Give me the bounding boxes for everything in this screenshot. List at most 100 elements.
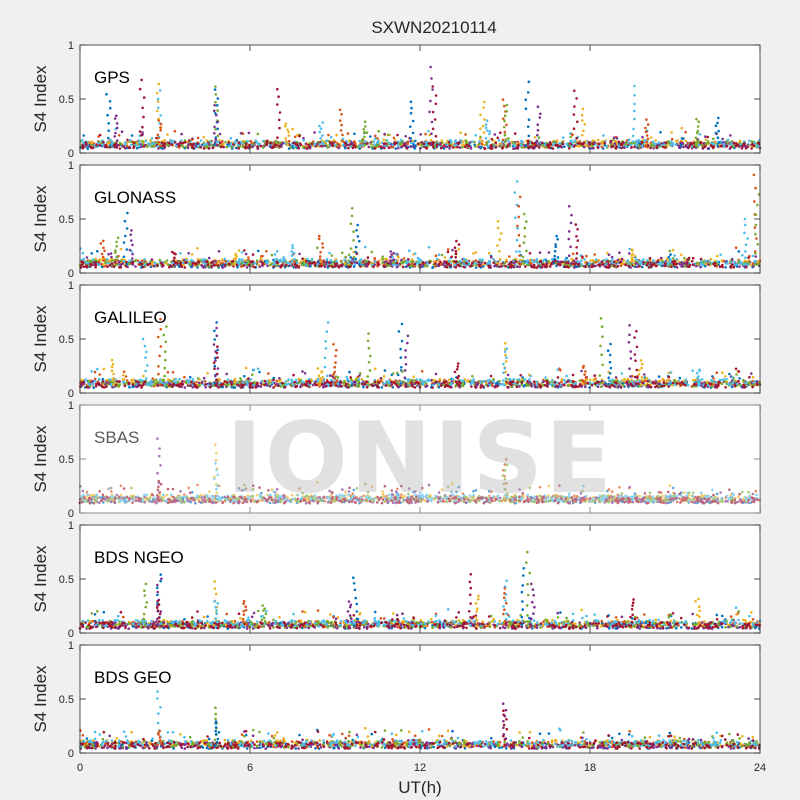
data-point xyxy=(601,142,604,146)
data-point xyxy=(751,375,755,379)
spike-point xyxy=(109,106,112,110)
data-point xyxy=(657,141,661,144)
spike-point xyxy=(410,106,413,110)
data-point xyxy=(686,265,689,268)
spike-point xyxy=(454,252,458,256)
data-point xyxy=(244,142,248,146)
data-point xyxy=(179,252,182,255)
spike-point xyxy=(128,248,132,252)
data-point xyxy=(602,134,605,137)
data-point xyxy=(124,147,127,150)
data-point xyxy=(301,257,304,261)
data-point xyxy=(692,263,695,267)
data-point xyxy=(713,261,717,265)
spike-point xyxy=(714,124,718,127)
data-point xyxy=(729,266,733,269)
spike-point xyxy=(503,130,507,134)
data-point xyxy=(366,256,370,259)
data-point xyxy=(654,139,657,142)
data-point xyxy=(478,140,481,143)
spike-point xyxy=(409,137,413,140)
data-point xyxy=(661,377,664,381)
data-point xyxy=(265,141,269,144)
spike-point xyxy=(318,234,321,238)
data-point xyxy=(670,137,674,141)
spike-point xyxy=(505,103,509,107)
spike-point xyxy=(158,89,162,92)
data-point xyxy=(471,261,474,265)
data-point xyxy=(587,141,591,144)
spike-point xyxy=(632,263,636,267)
data-point xyxy=(462,143,465,147)
data-point xyxy=(520,146,523,149)
data-point xyxy=(310,257,314,261)
data-point xyxy=(228,144,231,148)
spike-point xyxy=(570,213,573,217)
spike-point xyxy=(115,114,118,118)
spike-point xyxy=(516,226,519,230)
data-point xyxy=(664,141,668,145)
spike-point xyxy=(290,254,294,257)
spike-point xyxy=(107,136,110,140)
data-point xyxy=(420,141,423,144)
data-point xyxy=(619,264,623,268)
data-point xyxy=(373,143,377,146)
data-point xyxy=(464,133,467,136)
data-point xyxy=(206,260,209,264)
spike-point xyxy=(482,106,485,109)
data-point xyxy=(472,252,475,255)
data-point xyxy=(678,376,682,380)
data-point xyxy=(725,144,729,148)
spike-point xyxy=(142,145,146,148)
data-point xyxy=(409,141,413,145)
data-point xyxy=(487,261,491,264)
data-point xyxy=(570,145,574,148)
data-point xyxy=(395,261,399,265)
data-point xyxy=(447,378,451,382)
data-point xyxy=(459,263,463,266)
data-point xyxy=(719,253,722,256)
data-point xyxy=(512,143,515,146)
data-point xyxy=(143,263,146,266)
y-tick-label: 0.5 xyxy=(59,214,74,226)
data-point xyxy=(642,261,645,264)
data-point xyxy=(561,136,565,139)
data-point xyxy=(259,257,262,261)
data-point xyxy=(535,257,539,261)
spike-point xyxy=(744,243,748,246)
data-point xyxy=(699,265,702,269)
data-point xyxy=(219,141,222,145)
data-point xyxy=(643,139,647,142)
data-point xyxy=(448,144,452,148)
data-point xyxy=(117,134,121,137)
data-point xyxy=(699,262,703,266)
data-point xyxy=(293,145,296,148)
data-point xyxy=(668,249,672,253)
data-point xyxy=(546,143,549,147)
data-point xyxy=(480,145,483,148)
data-point xyxy=(655,264,658,268)
data-point xyxy=(490,137,494,141)
spike-point xyxy=(318,124,321,128)
data-point xyxy=(494,141,498,145)
data-point xyxy=(409,145,412,148)
data-point xyxy=(461,140,465,144)
data-point xyxy=(411,260,414,263)
data-point xyxy=(105,145,109,149)
data-point xyxy=(620,257,624,261)
data-point xyxy=(199,139,203,142)
spike-point xyxy=(130,239,133,242)
data-point xyxy=(320,144,324,148)
data-point xyxy=(397,255,400,259)
spike-point xyxy=(483,143,486,147)
data-point xyxy=(477,263,481,267)
data-point xyxy=(652,147,655,150)
data-point xyxy=(120,142,123,146)
spike-point xyxy=(581,119,584,122)
spike-point xyxy=(632,127,635,131)
spike-point xyxy=(212,109,216,113)
data-point xyxy=(347,146,350,150)
data-point xyxy=(397,146,400,150)
data-point xyxy=(534,260,538,263)
spike-point xyxy=(122,241,126,244)
